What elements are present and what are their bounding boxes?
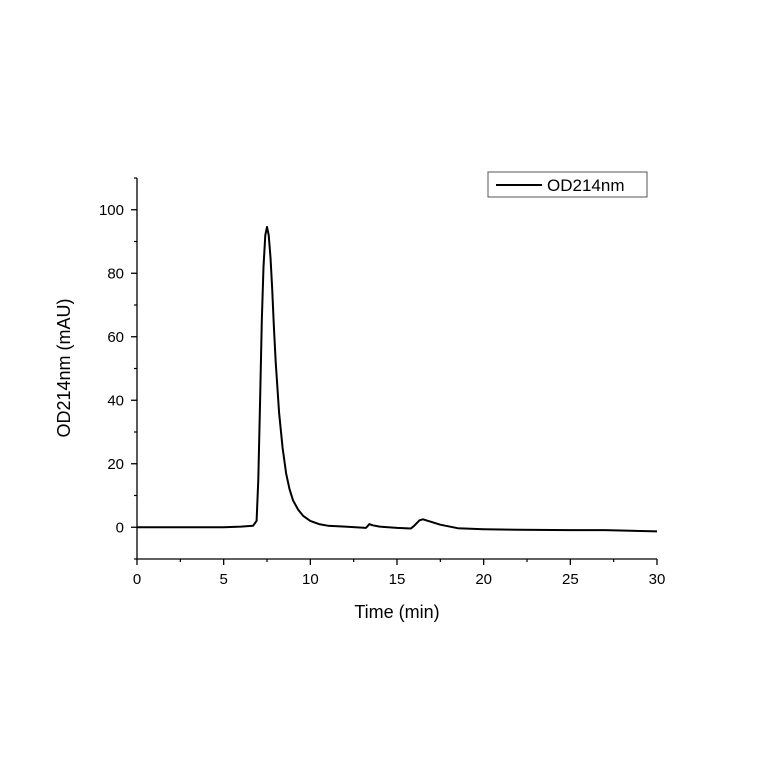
- x-tick-label: 30: [649, 571, 666, 588]
- ticks: 0 5 10 15 20 25 30 0 20 40 60 80 100: [99, 177, 666, 588]
- x-tick-label: 20: [475, 571, 492, 588]
- legend: OD214nm: [487, 171, 648, 198]
- y-tick-label: 100: [99, 202, 124, 219]
- x-tick-label: 10: [302, 571, 319, 588]
- series-line-od214nm: [137, 225, 658, 533]
- x-tick-label: 0: [133, 571, 141, 588]
- x-tick-label: 25: [562, 571, 579, 588]
- y-tick-label: 0: [116, 519, 124, 536]
- x-tick-label: 15: [389, 571, 406, 588]
- legend-label: OD214nm: [547, 176, 624, 195]
- x-axis-label: Time (min): [354, 602, 439, 622]
- y-axis-label: OD214nm (mAU): [54, 298, 74, 437]
- axes: [136, 178, 657, 560]
- y-tick-label: 60: [107, 329, 124, 346]
- y-tick-label: 20: [107, 456, 124, 473]
- x-tick-label: 5: [219, 571, 227, 588]
- y-tick-label: 80: [107, 265, 124, 282]
- y-tick-label: 40: [107, 392, 124, 409]
